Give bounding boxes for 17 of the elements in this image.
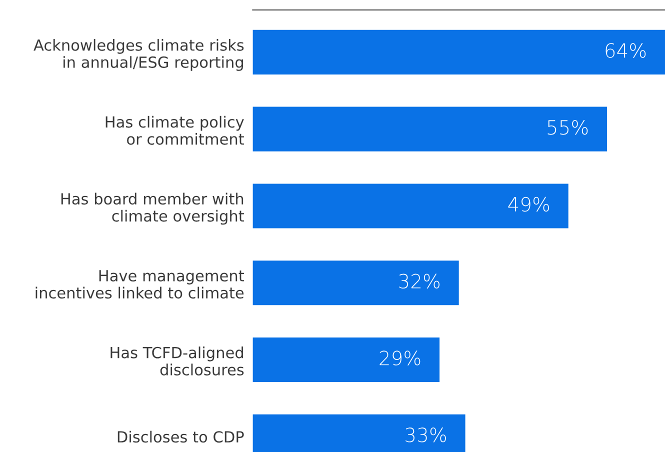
data-label: 33% bbox=[406, 428, 446, 442]
bar bbox=[252, 260, 459, 306]
bar bbox=[252, 337, 440, 382]
data-label: 29% bbox=[380, 350, 420, 366]
data-label: 64% bbox=[606, 43, 646, 58]
data-label: 55% bbox=[548, 120, 588, 135]
bar bbox=[252, 106, 608, 152]
y-tick-label: Has TCFD-aligned disclosures bbox=[110, 346, 244, 376]
bar bbox=[252, 30, 665, 75]
y-tick-label: Have management incentives linked to climate bbox=[36, 270, 244, 299]
y-tick-label: Has climate policy or commitment bbox=[106, 116, 244, 145]
y-tick-label: Has board member with climate oversight bbox=[61, 192, 244, 225]
bar bbox=[252, 184, 568, 228]
data-label: 49% bbox=[508, 196, 550, 212]
y-tick-label: Discloses to CDP bbox=[118, 430, 244, 443]
y-tick-label: Acknowledges climate risks in annual/ESG reporting bbox=[34, 39, 244, 71]
data-label: 32% bbox=[399, 274, 440, 289]
